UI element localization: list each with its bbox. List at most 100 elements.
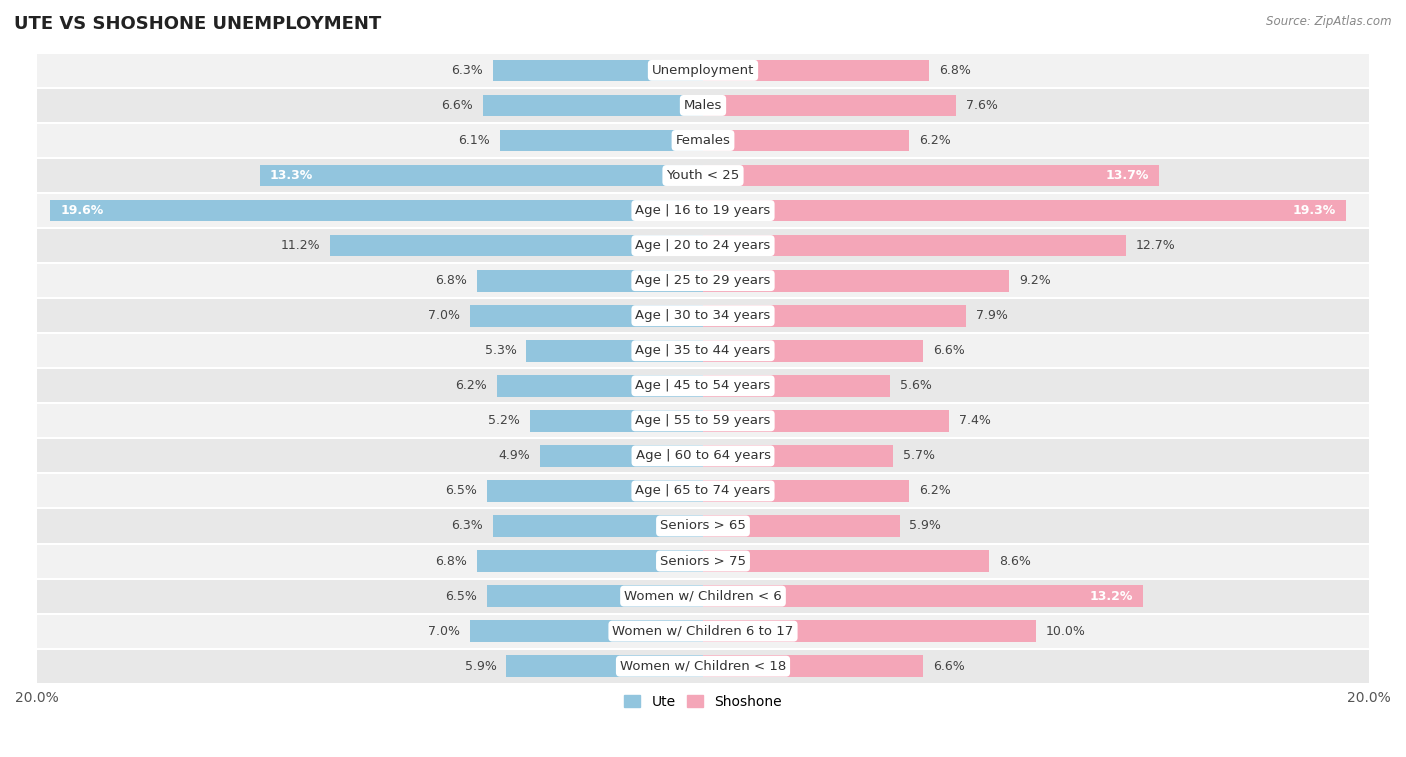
- Bar: [470, 620, 703, 642]
- Text: UTE VS SHOSHONE UNEMPLOYMENT: UTE VS SHOSHONE UNEMPLOYMENT: [14, 15, 381, 33]
- Text: 9.2%: 9.2%: [1019, 274, 1052, 287]
- Bar: [37, 578, 1369, 614]
- Bar: [37, 298, 1369, 333]
- Text: 7.9%: 7.9%: [976, 309, 1008, 322]
- Text: 6.5%: 6.5%: [444, 590, 477, 603]
- Bar: [703, 235, 1126, 257]
- Bar: [470, 305, 703, 326]
- Bar: [703, 550, 990, 572]
- Bar: [37, 649, 1369, 684]
- Bar: [540, 445, 703, 467]
- Bar: [703, 269, 1010, 291]
- Text: Women w/ Children 6 to 17: Women w/ Children 6 to 17: [613, 625, 793, 637]
- Text: Age | 35 to 44 years: Age | 35 to 44 years: [636, 344, 770, 357]
- Text: 13.3%: 13.3%: [270, 169, 314, 182]
- Bar: [506, 656, 703, 677]
- Text: 12.7%: 12.7%: [1136, 239, 1175, 252]
- Bar: [494, 515, 703, 537]
- Text: 7.6%: 7.6%: [966, 99, 998, 112]
- Text: 11.2%: 11.2%: [280, 239, 321, 252]
- Text: Age | 65 to 74 years: Age | 65 to 74 years: [636, 484, 770, 497]
- Bar: [703, 165, 1160, 186]
- Bar: [703, 129, 910, 151]
- Text: 7.0%: 7.0%: [427, 309, 460, 322]
- Text: Women w/ Children < 18: Women w/ Children < 18: [620, 659, 786, 673]
- Bar: [37, 614, 1369, 649]
- Bar: [37, 158, 1369, 193]
- Text: 8.6%: 8.6%: [1000, 555, 1031, 568]
- Text: 6.8%: 6.8%: [434, 274, 467, 287]
- Text: 10.0%: 10.0%: [1046, 625, 1085, 637]
- Bar: [703, 620, 1036, 642]
- Bar: [330, 235, 703, 257]
- Bar: [703, 656, 922, 677]
- Text: 5.2%: 5.2%: [488, 414, 520, 428]
- Text: 5.3%: 5.3%: [485, 344, 516, 357]
- Bar: [37, 228, 1369, 263]
- Bar: [703, 340, 922, 362]
- Text: 7.0%: 7.0%: [427, 625, 460, 637]
- Legend: Ute, Shoshone: Ute, Shoshone: [619, 690, 787, 715]
- Bar: [37, 509, 1369, 544]
- Text: 6.6%: 6.6%: [932, 659, 965, 673]
- Bar: [37, 53, 1369, 88]
- Bar: [477, 550, 703, 572]
- Bar: [703, 375, 890, 397]
- Text: 19.3%: 19.3%: [1292, 204, 1336, 217]
- Bar: [37, 368, 1369, 403]
- Text: 5.9%: 5.9%: [910, 519, 942, 532]
- Text: 5.6%: 5.6%: [900, 379, 931, 392]
- Text: 7.4%: 7.4%: [959, 414, 991, 428]
- Text: 6.3%: 6.3%: [451, 64, 484, 77]
- Text: Unemployment: Unemployment: [652, 64, 754, 77]
- Bar: [37, 88, 1369, 123]
- Text: 6.2%: 6.2%: [920, 484, 952, 497]
- Text: Age | 45 to 54 years: Age | 45 to 54 years: [636, 379, 770, 392]
- Bar: [477, 269, 703, 291]
- Text: Women w/ Children < 6: Women w/ Children < 6: [624, 590, 782, 603]
- Text: 6.8%: 6.8%: [939, 64, 972, 77]
- Text: Source: ZipAtlas.com: Source: ZipAtlas.com: [1267, 15, 1392, 28]
- Bar: [494, 60, 703, 81]
- Bar: [37, 193, 1369, 228]
- Bar: [530, 410, 703, 431]
- Text: 6.3%: 6.3%: [451, 519, 484, 532]
- Bar: [37, 333, 1369, 368]
- Bar: [703, 60, 929, 81]
- Bar: [486, 480, 703, 502]
- Bar: [526, 340, 703, 362]
- Text: 19.6%: 19.6%: [60, 204, 104, 217]
- Text: 13.2%: 13.2%: [1090, 590, 1133, 603]
- Text: 6.5%: 6.5%: [444, 484, 477, 497]
- Bar: [703, 515, 900, 537]
- Bar: [703, 445, 893, 467]
- Bar: [37, 438, 1369, 473]
- Bar: [37, 263, 1369, 298]
- Bar: [703, 585, 1143, 607]
- Bar: [37, 473, 1369, 509]
- Text: Age | 60 to 64 years: Age | 60 to 64 years: [636, 450, 770, 463]
- Bar: [486, 585, 703, 607]
- Text: Age | 20 to 24 years: Age | 20 to 24 years: [636, 239, 770, 252]
- Bar: [484, 95, 703, 117]
- Text: Seniors > 65: Seniors > 65: [659, 519, 747, 532]
- Text: Age | 16 to 19 years: Age | 16 to 19 years: [636, 204, 770, 217]
- Text: Seniors > 75: Seniors > 75: [659, 555, 747, 568]
- Text: Age | 25 to 29 years: Age | 25 to 29 years: [636, 274, 770, 287]
- Text: Youth < 25: Youth < 25: [666, 169, 740, 182]
- Text: 6.2%: 6.2%: [454, 379, 486, 392]
- Text: Age | 30 to 34 years: Age | 30 to 34 years: [636, 309, 770, 322]
- Bar: [37, 403, 1369, 438]
- Bar: [496, 375, 703, 397]
- Bar: [51, 200, 703, 222]
- Text: 5.9%: 5.9%: [464, 659, 496, 673]
- Bar: [499, 129, 703, 151]
- Text: 6.6%: 6.6%: [932, 344, 965, 357]
- Bar: [260, 165, 703, 186]
- Bar: [37, 544, 1369, 578]
- Bar: [703, 480, 910, 502]
- Text: Females: Females: [675, 134, 731, 147]
- Bar: [703, 305, 966, 326]
- Bar: [37, 123, 1369, 158]
- Bar: [703, 410, 949, 431]
